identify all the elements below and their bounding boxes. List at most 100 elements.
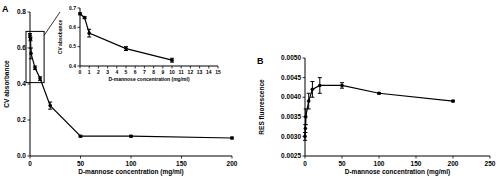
chart: 0.00.20.40.60.8050100150200D-mannose con…: [2, 4, 238, 176]
x-tick-label: 100: [126, 160, 137, 167]
error-bar: [129, 135, 133, 137]
data-point: [48, 104, 52, 108]
error-bar: [33, 66, 37, 70]
x-tick-label: 8: [152, 69, 155, 75]
x-tick-label: 250: [485, 160, 496, 167]
error-bar: [78, 13, 82, 15]
y-tick: [28, 120, 31, 121]
y-tick: [28, 12, 31, 13]
x-axis-label: D-mannose concentration (mg/ml): [345, 168, 450, 176]
error-cap: [29, 48, 33, 49]
x-tick: [342, 156, 343, 159]
error-cap: [310, 97, 314, 98]
y-axis: [80, 8, 81, 66]
error-bar: [318, 78, 322, 94]
y-tick-label: 0.5: [69, 43, 76, 49]
x-tick: [416, 156, 417, 159]
error-cap: [303, 124, 307, 125]
error-bar: [29, 48, 33, 59]
data-point: [79, 134, 83, 138]
y-tick-label: 0.0: [17, 152, 26, 159]
data-point: [340, 84, 344, 88]
figure: 0.00.20.40.60.8050100150200D-mannose con…: [0, 0, 500, 181]
x-axis-label: D-mannose concentration (mg/ml): [108, 76, 189, 82]
x-tick-label: 15: [215, 69, 221, 75]
panel-title: A: [2, 4, 9, 14]
error-bar: [83, 17, 87, 19]
x-axis: [80, 66, 218, 67]
x-tick-label: 0: [303, 160, 307, 167]
y-tick-label: 0.4: [69, 63, 76, 69]
x-tick-label: 3: [106, 69, 109, 75]
x-tick: [305, 156, 306, 159]
y-axis: [305, 58, 306, 156]
y-tick: [28, 84, 31, 85]
plot-area: [303, 78, 455, 141]
error-cap: [29, 58, 33, 59]
error-cap: [87, 37, 91, 38]
y-tick: [78, 46, 81, 47]
y-tick-label: 0.6: [17, 44, 26, 51]
error-cap: [304, 124, 308, 125]
data-point: [303, 135, 307, 139]
y-tick-label: 0.0045: [281, 74, 301, 81]
y-axis-label: CV absobance: [57, 20, 63, 55]
x-tick-label: 2: [97, 69, 100, 75]
x-tick: [80, 156, 81, 159]
x-axis: [305, 156, 490, 157]
data-point: [307, 99, 311, 103]
x-tick-label: 4: [115, 69, 118, 75]
error-bar: [303, 132, 307, 140]
x-tick-label: 0: [28, 160, 32, 167]
x-tick-label: 14: [206, 69, 212, 75]
x-tick-label: 50: [338, 160, 346, 167]
x-tick-label: 150: [176, 160, 187, 167]
zoom-connector: [44, 12, 60, 35]
y-tick-label: 0.6: [69, 24, 76, 30]
y-tick-label: 0.0035: [281, 113, 301, 120]
x-tick: [379, 156, 380, 159]
data-line: [305, 85, 453, 136]
x-tick-label: 50: [77, 160, 85, 167]
error-bar: [307, 93, 311, 109]
error-cap: [307, 93, 311, 94]
chart: 0.40.50.60.70123456789101112131415D-mann…: [57, 5, 221, 82]
error-bar: [170, 58, 174, 62]
x-tick-label: 200: [448, 160, 459, 167]
data-point: [170, 58, 174, 62]
x-tick: [131, 156, 132, 159]
data-point: [129, 134, 133, 138]
x-tick: [232, 156, 233, 159]
y-tick: [78, 8, 81, 9]
x-tick-label: 6: [134, 69, 137, 75]
error-cap: [303, 132, 307, 133]
error-cap: [303, 132, 307, 133]
y-tick-label: 0.0050: [281, 54, 301, 61]
data-line: [80, 14, 172, 60]
data-point: [28, 34, 32, 38]
x-tick-label: 7: [143, 69, 146, 75]
y-tick-label: 0.2: [17, 116, 26, 123]
chart: 0.00250.00300.00350.00400.00450.00500501…: [257, 54, 496, 175]
x-tick-label: 12: [188, 69, 194, 75]
x-tick-label: 5: [125, 69, 128, 75]
x-tick-label: 150: [411, 160, 422, 167]
y-tick: [303, 77, 306, 78]
data-point: [451, 99, 455, 103]
error-cap: [310, 81, 314, 82]
x-axis-label: D-mannose concentration (mg/ml): [78, 168, 183, 176]
error-cap: [303, 140, 307, 141]
data-point: [38, 77, 42, 81]
y-tick: [303, 97, 306, 98]
data-point: [318, 84, 322, 88]
error-cap: [318, 77, 322, 78]
error-bar: [124, 47, 128, 51]
data-point: [304, 115, 308, 119]
y-tick-label: 0.8: [17, 8, 26, 15]
x-tick-label: 1: [88, 69, 91, 75]
data-point: [33, 66, 37, 70]
error-bar: [87, 29, 91, 37]
data-point: [29, 52, 33, 56]
data-point: [377, 91, 381, 95]
error-cap: [340, 82, 344, 83]
